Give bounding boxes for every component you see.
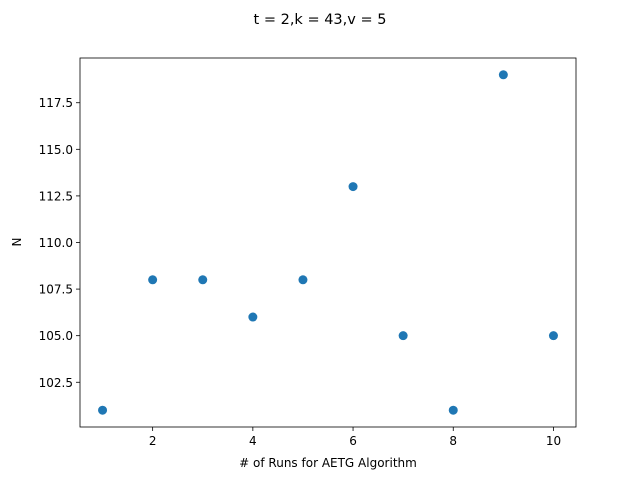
x-tick-label: 2 — [149, 434, 157, 448]
plot-frame — [79, 57, 577, 428]
data-point — [348, 182, 358, 192]
y-tick-label: 102.5 — [39, 376, 73, 390]
y-tick-label: 107.5 — [39, 283, 73, 297]
chart-title: t = 2,k = 43,v = 5 — [254, 12, 387, 28]
plot-axes: 2 4 6 8 10 102.5 105.0 107.5 110.0 112.5 115.0 117.… — [39, 57, 577, 448]
y-tick-label: 105.0 — [39, 329, 73, 343]
x-tick-label: 10 — [546, 434, 561, 448]
x-tick-label: 4 — [249, 434, 257, 448]
y-tick-label: 110.0 — [39, 236, 73, 250]
data-point — [198, 275, 208, 285]
x-tick-label: 8 — [449, 434, 457, 448]
data-point — [248, 312, 258, 322]
y-tick-label: 117.5 — [39, 96, 73, 110]
data-point — [448, 405, 458, 415]
data-point — [298, 275, 308, 285]
x-axis-label: # of Runs for AETG Algorithm — [239, 456, 417, 470]
data-point — [98, 405, 108, 415]
data-point — [548, 331, 558, 341]
y-tick-label: 115.0 — [39, 143, 73, 157]
data-point — [148, 275, 158, 285]
y-tick-label: 112.5 — [39, 189, 73, 203]
x-tick-label: 6 — [349, 434, 357, 448]
data-point — [398, 331, 408, 341]
data-point — [498, 70, 508, 80]
y-axis-label: N — [10, 238, 24, 247]
